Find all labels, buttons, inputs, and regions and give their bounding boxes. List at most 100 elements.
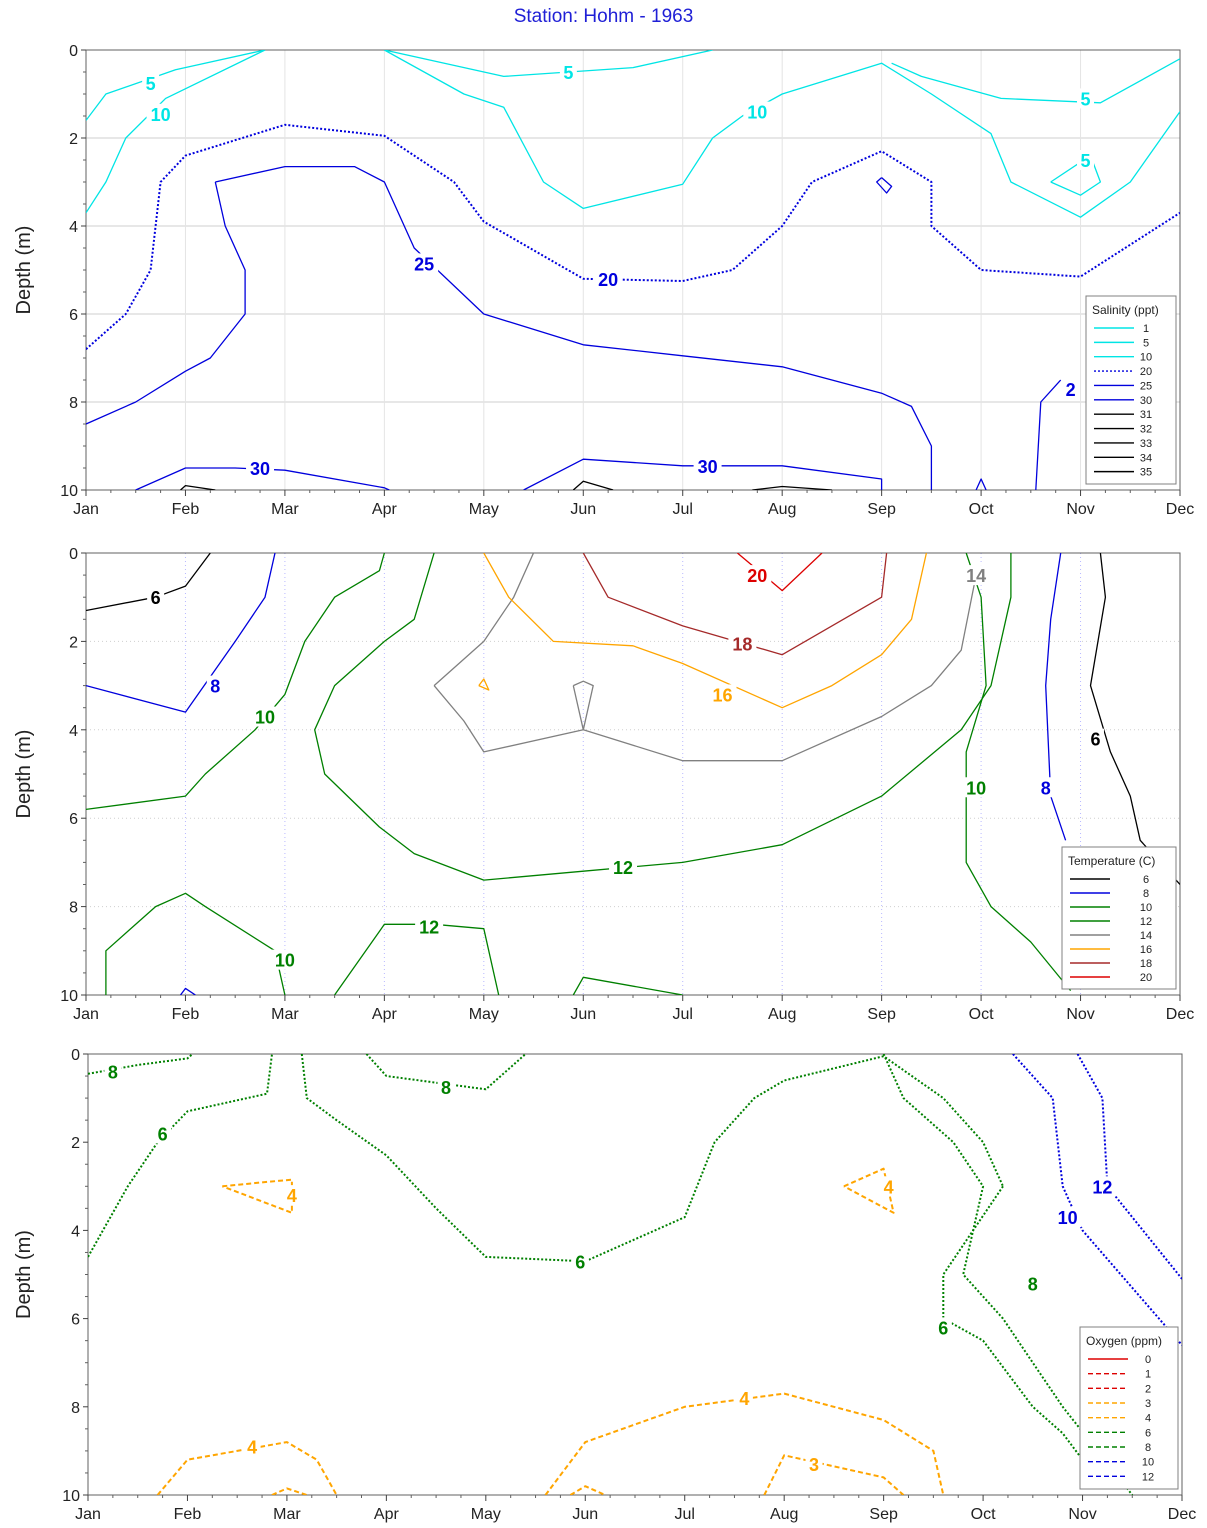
legend-entry-label: 4 — [1145, 1413, 1151, 1425]
legend-entry-label: 6 — [1145, 1427, 1151, 1439]
page-title: Station: Hohm - 1963 — [0, 6, 1207, 28]
legend-entry-label: 32 — [1140, 424, 1152, 436]
contour-label: 8 — [1028, 1274, 1038, 1294]
contour-label: 6 — [158, 1124, 168, 1144]
contour-label: 12 — [419, 917, 439, 937]
contour-label: 10 — [966, 778, 986, 798]
x-tick-label: Mar — [271, 1006, 299, 1023]
x-tick-label: Mar — [271, 501, 299, 518]
legend-entry-label: 2 — [1145, 1383, 1151, 1395]
legend-entry-label: 10 — [1140, 352, 1152, 364]
legend-entry-label: 25 — [1140, 380, 1152, 392]
contour-line-25 — [877, 178, 892, 193]
contour-line-3 — [764, 1455, 903, 1495]
contour-line-6 — [943, 1186, 1102, 1486]
contour-label: 10 — [255, 708, 275, 728]
y-tick-label: 2 — [71, 1135, 80, 1152]
x-tick-label: Jun — [570, 501, 596, 518]
x-tick-label: Apr — [372, 501, 398, 518]
contour-label: 18 — [732, 635, 752, 655]
x-tick-label: Apr — [374, 1506, 400, 1523]
x-tick-label: Oct — [969, 501, 994, 518]
contour-label: 30 — [698, 457, 718, 477]
x-tick-label: Jul — [673, 501, 693, 518]
legend-title: Temperature (C) — [1068, 854, 1155, 868]
contour-line-10 — [1013, 1054, 1182, 1345]
legend-entry-label: 10 — [1140, 902, 1152, 914]
x-tick-label: Jun — [572, 1506, 598, 1523]
legend-entry-label: 3 — [1145, 1398, 1151, 1410]
x-tick-label: Sep — [867, 501, 896, 518]
x-tick-label: Aug — [770, 1506, 798, 1523]
contour-label: 8 — [108, 1063, 118, 1083]
contour-line-10 — [86, 50, 265, 213]
y-tick-label: 6 — [69, 307, 78, 324]
contour-label: 12 — [613, 858, 633, 878]
x-tick-label: May — [469, 1006, 499, 1023]
x-tick-label: Oct — [969, 1006, 994, 1023]
contour-label: 5 — [1081, 89, 1091, 109]
contour-label: 3 — [809, 1455, 819, 1475]
legend-entry-label: 1 — [1145, 1369, 1151, 1381]
contour-label: 6 — [575, 1252, 585, 1272]
x-tick-label: Apr — [372, 1006, 398, 1023]
x-tick-label: Jul — [675, 1506, 695, 1523]
contour-line-8 — [88, 1054, 192, 1074]
y-tick-label: 6 — [71, 1312, 80, 1329]
contour-line-25 — [1036, 380, 1061, 490]
x-tick-label: Feb — [172, 1006, 200, 1023]
legend-title: Salinity (ppt) — [1092, 303, 1159, 317]
x-tick-label: Jan — [75, 1506, 101, 1523]
legend-entry-label: 0 — [1145, 1354, 1151, 1366]
y-axis-label: Depth (m) — [13, 226, 35, 315]
contour-line-31 — [752, 487, 832, 491]
legend-entry-label: 35 — [1140, 467, 1152, 479]
salinity-chart: 510510552025230 300246810Jan Feb Mar Apr May J… — [0, 32, 1207, 537]
x-tick-label: Jan — [73, 501, 99, 518]
contour-line-4 — [222, 1180, 292, 1213]
contour-line-6 — [1091, 553, 1181, 885]
contour-line-25 — [86, 182, 245, 424]
x-tick-label: Jul — [673, 1006, 693, 1023]
legend-box — [1086, 296, 1176, 484]
x-tick-label: Oct — [971, 1506, 996, 1523]
x-tick-label: Aug — [768, 1006, 796, 1023]
contour-label: 5 — [1081, 151, 1091, 171]
contour-line-20 — [86, 125, 1180, 349]
contour-label: 20 — [598, 270, 618, 290]
x-tick-label: Dec — [1166, 501, 1194, 518]
x-tick-label: Nov — [1066, 1006, 1094, 1023]
contour-line-25 — [215, 167, 931, 490]
contour-line-8 — [86, 553, 275, 712]
y-tick-label: 0 — [69, 546, 78, 563]
contour-line-5 — [384, 50, 712, 76]
y-tick-label: 10 — [60, 988, 78, 1005]
x-tick-label: Mar — [273, 1506, 301, 1523]
contour-line-10 — [966, 553, 1070, 991]
contour-label: 6 — [1090, 730, 1100, 750]
y-tick-label: 0 — [71, 1047, 80, 1064]
y-tick-label: 10 — [62, 1488, 80, 1505]
x-tick-label: Sep — [867, 1006, 896, 1023]
contour-label: 5 — [563, 63, 573, 83]
contour-label: 16 — [712, 685, 732, 705]
legend-entry-label: 8 — [1145, 1442, 1151, 1454]
legend-entry-label: 20 — [1140, 366, 1152, 378]
contour-line-16 — [479, 679, 489, 690]
y-tick-label: 4 — [69, 219, 78, 236]
y-axis-label: Depth (m) — [13, 1230, 35, 1319]
x-tick-label: Nov — [1068, 1506, 1096, 1523]
contour-label: 4 — [739, 1389, 749, 1409]
contour-label: 30 — [250, 459, 270, 479]
contour-label: 6 — [151, 588, 161, 608]
y-tick-label: 8 — [69, 395, 78, 412]
contour-label: 4 — [287, 1186, 297, 1206]
legend-entry-label: 12 — [1140, 916, 1152, 928]
contour-label: 8 — [210, 677, 220, 697]
contour-label: 20 — [747, 566, 767, 586]
y-tick-label: 8 — [71, 1400, 80, 1417]
y-axis-label: Depth (m) — [13, 730, 35, 819]
x-tick-label: Dec — [1168, 1506, 1196, 1523]
